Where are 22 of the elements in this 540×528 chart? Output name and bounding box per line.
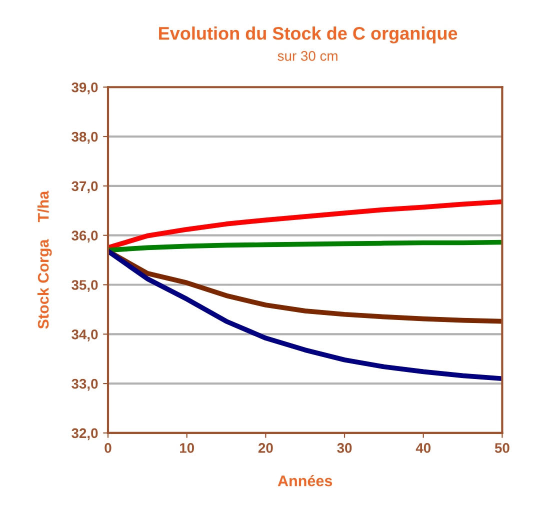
x-tick-label: 0 [104,443,112,453]
x-tick-label: 20 [258,443,273,453]
line-series [108,240,502,253]
y-tick-label: 38,0 [72,132,98,144]
x-tick-label: 30 [337,443,352,453]
y-tick-label: 39,0 [72,82,98,94]
chart-subtitle: sur 30 cm [278,51,338,61]
y-tick-label: 32,0 [72,428,98,440]
line-series [108,199,502,250]
x-tick-label: 50 [494,443,510,453]
x-tick-label: 40 [416,443,431,453]
y-tick-label: 34,0 [72,329,98,342]
x-tick-label: 10 [180,443,194,453]
y-tick-label: 35,0 [72,280,98,292]
chart-title: Evolution du Stock de C organique [159,26,458,44]
y-tick-label: 36,0 [72,230,98,243]
y-tick-label: 37,0 [72,181,98,194]
line-series [108,248,502,382]
x-axis-title: Années [278,474,332,486]
y-axis-title: Stock Corga T/ha [37,190,52,329]
line-series [108,248,502,324]
y-tick-label: 33,0 [72,378,98,391]
